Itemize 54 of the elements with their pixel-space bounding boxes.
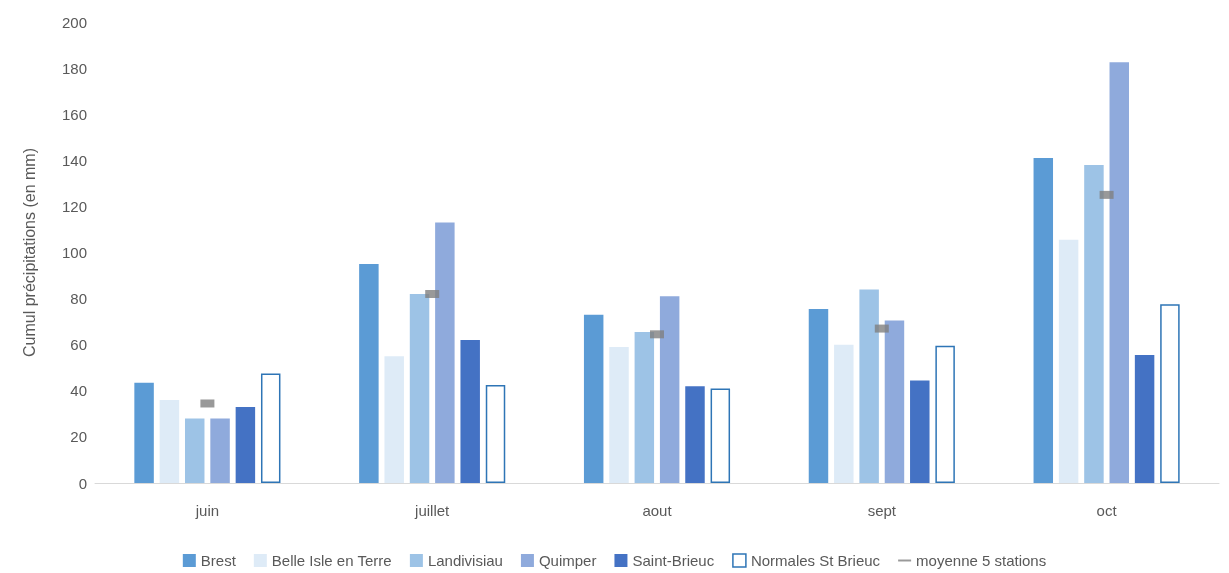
y-tick-label: 40	[70, 382, 87, 400]
bar	[460, 340, 480, 483]
bar	[1109, 62, 1130, 483]
legend-label: Saint-Brieuc	[632, 552, 715, 569]
y-tick-label: 0	[78, 474, 87, 492]
y-tick-label: 200	[61, 13, 87, 31]
legend-label: Normales St Brieuc	[750, 552, 881, 569]
bar	[659, 296, 680, 483]
bar	[859, 289, 879, 483]
bar	[1058, 239, 1079, 483]
bar	[808, 308, 829, 483]
y-tick-label: 80	[70, 290, 87, 308]
bar	[910, 380, 930, 483]
bar	[235, 406, 256, 483]
legend-label: Belle Isle en Terre	[271, 552, 392, 569]
y-tick-label: 140	[61, 151, 87, 169]
bar	[634, 332, 655, 483]
bar	[1084, 164, 1104, 483]
bar	[609, 347, 629, 483]
x-tick-label: juin	[194, 502, 220, 519]
x-tick-label: sept	[867, 502, 897, 519]
bar	[359, 264, 379, 483]
bar	[1160, 304, 1180, 483]
bar	[1033, 158, 1054, 483]
bar	[710, 388, 731, 483]
y-tick-label: 120	[61, 197, 87, 215]
bar	[685, 386, 705, 483]
y-tick-label: 20	[70, 428, 87, 446]
bar	[485, 385, 506, 483]
bar	[935, 345, 955, 483]
bar	[1134, 355, 1155, 483]
bar	[260, 373, 281, 483]
bar	[409, 293, 430, 483]
y-tick-label: 60	[70, 336, 87, 354]
bar	[159, 400, 180, 483]
y-tick-label: 180	[61, 59, 87, 77]
bar	[834, 344, 854, 483]
x-tick-label: aout	[642, 502, 673, 519]
x-tick-label: juillet	[414, 502, 451, 519]
x-tick-label: oct	[1096, 502, 1118, 519]
legend-label: Quimper	[538, 552, 597, 569]
bar	[435, 222, 455, 483]
bar	[884, 320, 905, 483]
legend-label: moyenne 5 stations	[916, 552, 1047, 569]
bar	[184, 418, 205, 483]
y-tick-label: 160	[61, 105, 87, 123]
y-tick-label: 100	[61, 244, 87, 261]
legend-label: Landivisiau	[427, 552, 503, 569]
legend-label: Brest	[200, 552, 237, 569]
bar	[210, 418, 230, 483]
bar	[134, 382, 154, 483]
bar	[384, 356, 404, 483]
y-axis-title: Cumul précipitations (en mm)	[20, 148, 38, 357]
bar	[583, 314, 604, 483]
